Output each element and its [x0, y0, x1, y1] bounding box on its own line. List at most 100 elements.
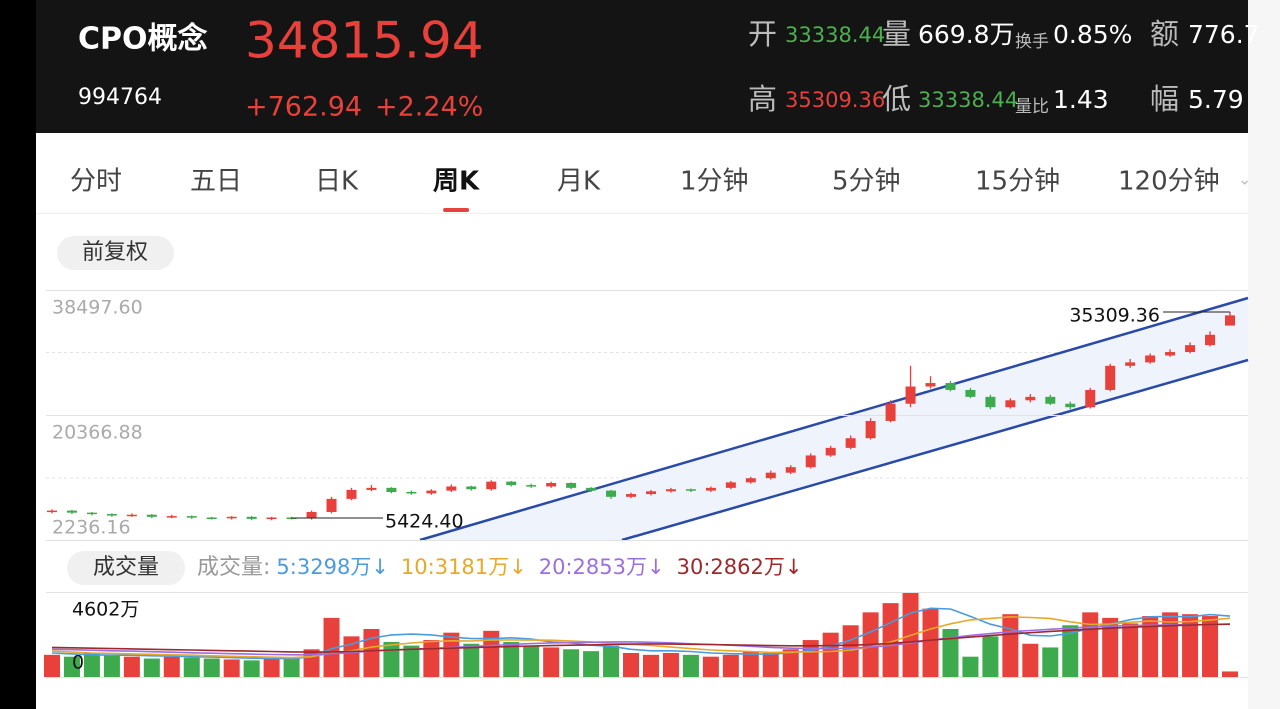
ma-line [51, 615, 1231, 659]
tab[interactable]: 120分钟 [1118, 167, 1220, 197]
candle-body [106, 514, 117, 516]
volume-bar [902, 592, 919, 677]
volume-bar [503, 641, 520, 677]
volume-bar [163, 656, 180, 677]
candle-body [965, 389, 976, 397]
adjust-button[interactable] [57, 236, 174, 270]
candle-body [865, 420, 876, 439]
candle-body [705, 487, 716, 491]
volume-bar [1222, 671, 1238, 677]
volume-bar [702, 656, 719, 677]
channel-lower [621, 358, 1249, 542]
candle-body [586, 487, 597, 491]
candle-body [166, 516, 177, 518]
volume-bar [762, 652, 779, 677]
volume-bar [603, 645, 620, 677]
volume-bar [942, 628, 959, 677]
volume-bar [243, 660, 260, 677]
candle-body [1125, 362, 1136, 366]
stat-label: 开 [748, 17, 777, 51]
candle-body [805, 455, 816, 468]
legend-entry: 5:3298万↓ [276, 555, 388, 579]
ma-line [51, 623, 1231, 656]
candle-body [765, 472, 776, 479]
candle-body [486, 481, 497, 490]
candle-body [606, 490, 617, 497]
candle-body [645, 491, 656, 495]
stat-value: 669.8万 [918, 20, 1015, 49]
volume-bar [962, 656, 979, 677]
candle-body [466, 486, 477, 490]
candle-body [86, 512, 97, 515]
volume-bar [1162, 612, 1179, 677]
stat-value: 35309.36 [785, 88, 885, 112]
volume-bar [323, 617, 340, 677]
volume-bar [982, 636, 999, 677]
volume-bar [123, 656, 140, 677]
candle-body [1085, 389, 1096, 408]
channel-upper [419, 296, 1249, 542]
candle-body [126, 514, 137, 517]
volume-bar [782, 649, 799, 677]
volume-bar [583, 651, 600, 677]
tab[interactable]: 周K [433, 167, 480, 197]
candle-body [246, 516, 257, 519]
content [36, 133, 1248, 709]
legend-entry: 20:2853万↓ [539, 555, 665, 579]
candle-body [186, 516, 197, 518]
volume-tick-label: 4602万 [72, 599, 139, 621]
tab[interactable]: 1分钟 [680, 167, 749, 197]
adjust-label[interactable]: 前复权 [82, 240, 148, 265]
volume-bar [543, 647, 560, 677]
stat-label: 量 [882, 17, 911, 51]
low-label: 5424.40 [385, 511, 464, 533]
high-label: 35309.36 [1069, 304, 1160, 326]
candle-body [506, 481, 517, 486]
volume-tick-label: 0 [72, 652, 84, 674]
candle-body [326, 498, 337, 512]
stat-value: 5.79 [1188, 85, 1244, 114]
candle-body [66, 510, 77, 513]
candle-body [426, 490, 437, 494]
volume-bar [463, 643, 480, 677]
candle-body [825, 447, 836, 456]
tab[interactable]: 五日 [190, 167, 242, 197]
stat-value: 33338.44 [918, 88, 1018, 112]
volume-bar [662, 652, 679, 677]
tab[interactable]: 5分钟 [832, 167, 901, 197]
candle-body [1105, 365, 1116, 390]
stock-code: 994764 [78, 85, 162, 110]
tab[interactable]: 月K [557, 167, 601, 197]
volume-button[interactable] [67, 551, 185, 585]
volume-bar [263, 658, 280, 677]
volume-bar [103, 654, 120, 677]
candle-body [725, 482, 736, 488]
volume-bar [563, 649, 580, 677]
candle-body [785, 467, 796, 473]
volume-bar [343, 636, 360, 677]
candle-body [1045, 396, 1056, 404]
right-edge [1248, 0, 1280, 709]
candle-body [685, 489, 696, 491]
candle-body [566, 483, 577, 488]
candle-body [1165, 352, 1176, 356]
y-tick-label: 2236.16 [52, 517, 131, 539]
volume-label[interactable]: 成交量 [93, 555, 159, 580]
stat-value: 33338.44 [785, 23, 885, 47]
stock-name: CPO概念 [78, 22, 208, 57]
tab[interactable]: 15分钟 [975, 167, 1060, 197]
volume-bar [1202, 616, 1219, 677]
ma-line [51, 623, 1231, 653]
volume-bar [523, 645, 540, 677]
candle-body [446, 486, 457, 491]
candle-body [1005, 400, 1016, 408]
tab[interactable]: 日K [315, 167, 359, 197]
y-tick-label: 38497.60 [52, 297, 143, 319]
tab[interactable]: 分时 [70, 167, 122, 197]
volume-bar [1182, 614, 1199, 677]
stat-value: 0.85% [1053, 20, 1132, 49]
volume-bar [443, 632, 460, 677]
candle-body [386, 487, 397, 492]
price: 34815.94 [245, 12, 484, 70]
candle-body [885, 403, 896, 421]
